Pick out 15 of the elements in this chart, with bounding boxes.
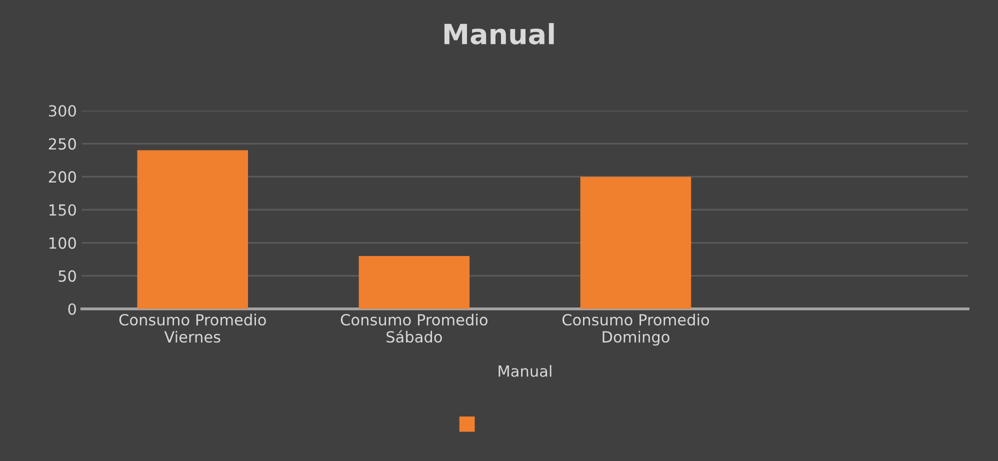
- y-tick-label: 0: [68, 303, 76, 315]
- x-axis-title: Manual: [498, 365, 552, 377]
- y-tick-label: 50: [58, 270, 76, 282]
- y-tick-label: 250: [48, 138, 76, 150]
- x-tick-label: Consumo Promedio Sábado: [340, 314, 488, 343]
- bar: [358, 256, 470, 309]
- y-tick-label: 100: [49, 237, 76, 249]
- bar: [137, 150, 248, 309]
- bar: [580, 176, 692, 309]
- y-tick-label: 200: [48, 171, 76, 183]
- x-tick-label: Consumo Promedio Viernes: [119, 314, 266, 343]
- x-tick-label: Consumo Promedio Domingo: [562, 314, 710, 346]
- chart-title: Manual: [444, 23, 554, 45]
- y-tick-label: 300: [48, 105, 76, 117]
- y-tick-label: 150: [49, 204, 76, 216]
